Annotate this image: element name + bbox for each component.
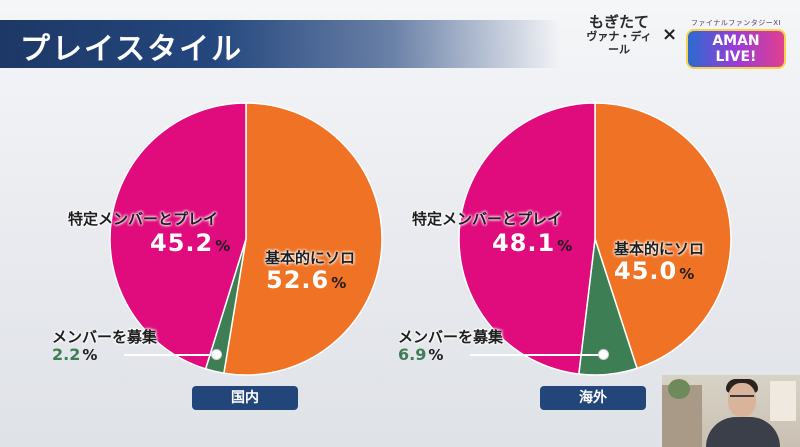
slice-value-number: 6.9 <box>398 345 427 364</box>
title-banner <box>0 20 560 68</box>
slice-label-recruit: メンバーを募集 <box>398 328 504 346</box>
leader-line <box>470 354 600 356</box>
leader-dot <box>211 349 222 360</box>
slice-value-solo: 45.0% <box>613 256 695 286</box>
partner-logo-subtitle: ファイナルファンタジーXI <box>690 19 782 27</box>
pie-chart-overseas <box>458 102 732 376</box>
webcam-presenter-glasses <box>730 395 754 403</box>
pie-slice-0 <box>223 102 383 376</box>
region-tag-overseas: 海外 <box>540 386 646 410</box>
collab-cross-icon: × <box>662 24 678 45</box>
slice-label-recruit: メンバーを募集 <box>52 328 158 346</box>
leader-line <box>124 354 216 356</box>
slice-label-solo: 基本的にソロ <box>614 240 705 258</box>
slice-value-recruit: 2.2% <box>52 345 97 364</box>
brand-logo-line2: ヴァナ・ディール <box>586 30 652 56</box>
slice-value-specific-members: 45.2% <box>149 228 231 258</box>
brand-logo-line1: もぎたて <box>588 13 649 31</box>
slice-value-unit: % <box>557 237 573 255</box>
slice-value-unit: % <box>428 346 444 364</box>
slice-value-number: 2.2 <box>52 345 81 364</box>
slice-value-solo: 52.6% <box>265 265 347 295</box>
presenter-webcam <box>662 375 800 447</box>
webcam-plant <box>668 379 690 399</box>
slice-value-specific-members: 48.1% <box>491 228 573 258</box>
slice-value-number: 52.6 <box>265 265 330 295</box>
page-title: プレイスタイル <box>20 32 244 67</box>
pie-slice-0 <box>594 102 732 370</box>
slice-value-number: 48.1 <box>491 228 556 258</box>
webcam-presenter-body <box>706 417 780 447</box>
slice-value-unit: % <box>679 265 695 283</box>
slice-value-number: 45.2 <box>149 228 214 258</box>
slice-value-unit: % <box>331 274 347 292</box>
slice-value-recruit: 6.9% <box>398 345 443 364</box>
partner-logo-title: AMAN LIVE! <box>686 29 786 69</box>
brand-logo: もぎたて ヴァナ・ディール <box>584 13 654 56</box>
pie-chart-domestic <box>109 102 383 376</box>
leader-dot <box>598 349 609 360</box>
pie-slice-2 <box>458 102 596 375</box>
slice-value-number: 45.0 <box>613 256 678 286</box>
partner-logo: ファイナルファンタジーXI AMAN LIVE! <box>686 18 786 69</box>
pie-slice-2 <box>109 102 247 370</box>
slice-label-solo: 基本的にソロ <box>265 249 356 267</box>
slice-value-unit: % <box>215 237 231 255</box>
slice-label-specific-members: 特定メンバーとプレイ <box>412 210 563 228</box>
slice-value-unit: % <box>82 346 98 364</box>
webcam-presenter-face <box>728 383 756 417</box>
region-tag-domestic: 国内 <box>192 386 298 410</box>
slice-label-specific-members: 特定メンバーとプレイ <box>68 210 219 228</box>
webcam-window <box>770 381 796 421</box>
